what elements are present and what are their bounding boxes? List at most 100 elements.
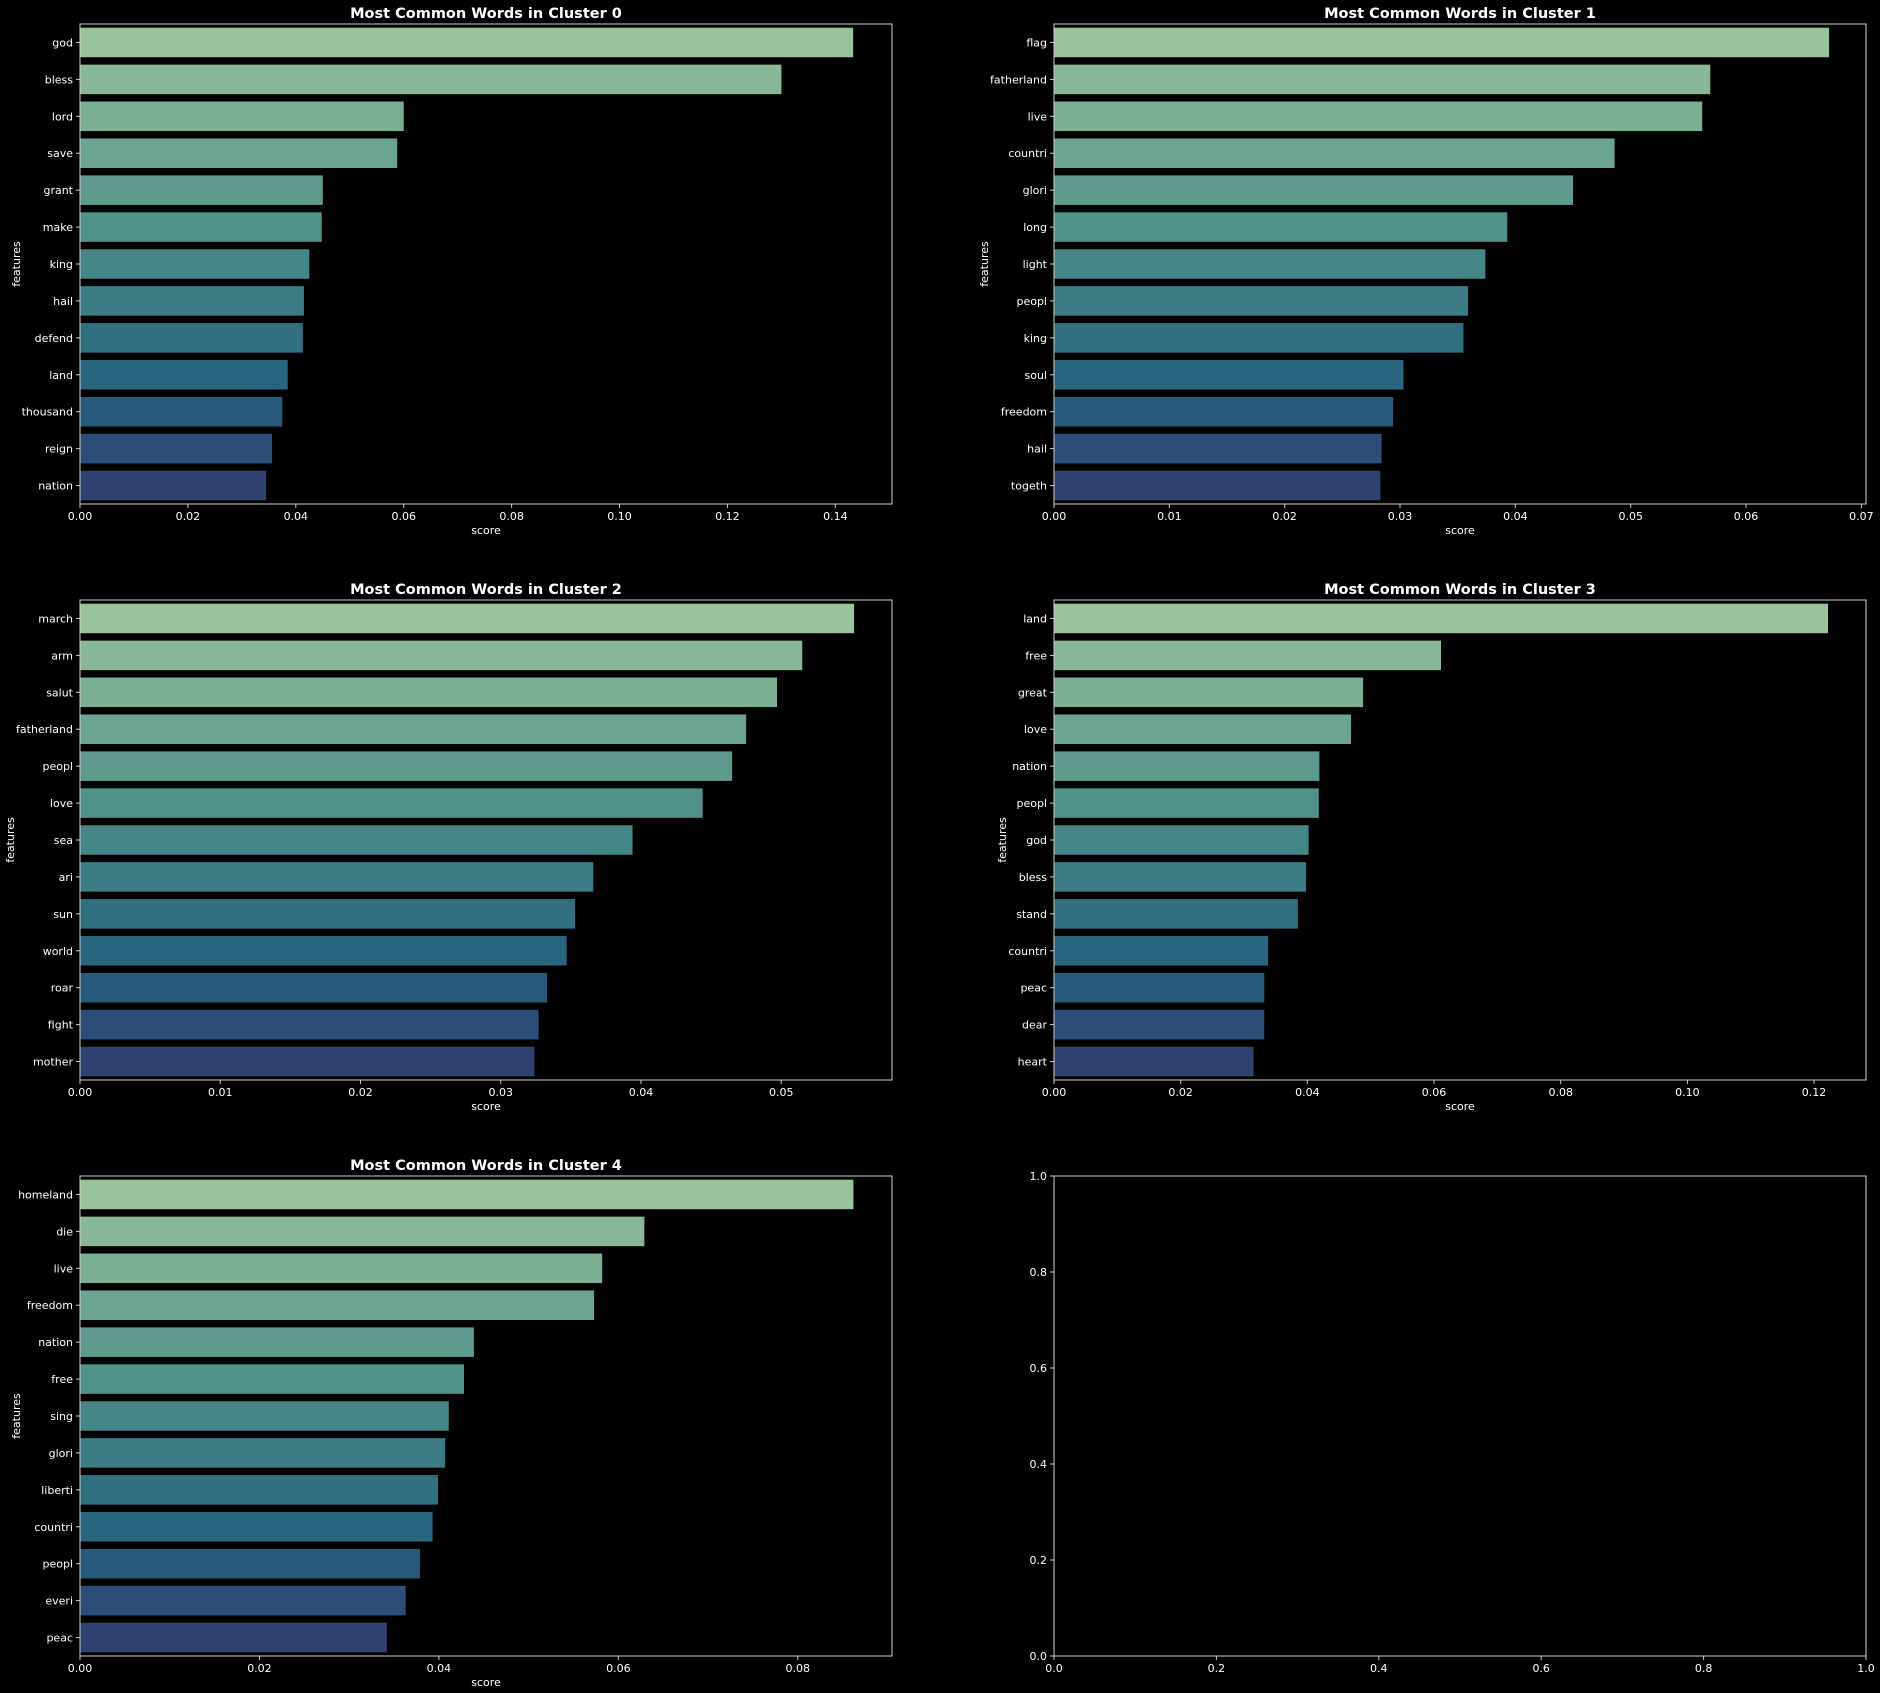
bar-peopl [80, 1548, 421, 1579]
bar-free [1054, 640, 1441, 671]
bar-world [80, 936, 567, 966]
y-tick-label: soul [1025, 369, 1048, 382]
bar-hail [80, 286, 304, 316]
axes-frame [79, 23, 893, 505]
bar-arm [80, 640, 803, 671]
bar-hail [1054, 433, 1382, 464]
bar-thousand [80, 396, 283, 427]
bar-flag [1054, 27, 1830, 58]
y-tick-label: nation [1012, 760, 1047, 773]
bar-march [80, 603, 855, 634]
y-tick-label: sea [54, 834, 73, 847]
y-tick-label: freedom [1001, 406, 1047, 419]
bar-freedom [80, 1290, 595, 1320]
bar-liberti [80, 1475, 438, 1505]
bar-fight [80, 1009, 539, 1040]
bar-bless [80, 64, 782, 95]
axes-frame [79, 1175, 893, 1657]
chart-panel-cluster-3: Most Common Words in Cluster 3 land free gr… [996, 582, 1867, 1113]
y-tick-label: 0.6 [1030, 1362, 1048, 1375]
y-tick-label: light [1023, 258, 1048, 271]
bar-defend [80, 323, 303, 353]
y-tick-label: king [1024, 332, 1047, 345]
bar-grant [80, 175, 323, 205]
bar-land [1054, 603, 1828, 634]
x-tick-label: 0.14 [823, 510, 848, 523]
x-tick-label: 0.02 [176, 510, 201, 523]
y-tick-label: live [1028, 110, 1048, 123]
x-tick-label: 0.0 [1045, 1662, 1063, 1675]
y-tick-label: dear [1022, 1019, 1047, 1032]
y-axis-label: features [996, 817, 1009, 863]
x-tick-label: 0.06 [606, 1662, 631, 1675]
bar-king [1054, 323, 1464, 353]
bar-long [1054, 212, 1508, 242]
bar-sing [80, 1401, 449, 1431]
x-tick-label: 0.08 [499, 510, 524, 523]
y-tick-label: homeland [18, 1188, 73, 1201]
bar-sun [80, 899, 576, 929]
bar-live [1054, 101, 1703, 132]
y-tick-label: peopl [1016, 797, 1047, 810]
y-tick-label: countri [1008, 147, 1047, 160]
bar-sea [80, 825, 633, 855]
x-tick-label: 0.10 [607, 510, 632, 523]
y-tick-label: glori [1023, 184, 1047, 197]
y-tick-label: sun [53, 908, 73, 921]
axes-frame [1053, 1175, 1867, 1657]
bar-peac [1054, 972, 1265, 1003]
x-tick-label: 0.06 [1734, 510, 1759, 523]
y-tick-label: flag [1026, 36, 1047, 49]
bar-god [1054, 825, 1309, 855]
y-tick-label: countri [1008, 945, 1047, 958]
bar-love [80, 788, 703, 818]
y-tick-label: lord [52, 110, 73, 123]
y-tick-label: 0.0 [1030, 1650, 1048, 1663]
bar-roar [80, 972, 548, 1003]
y-tick-label: mother [33, 1056, 73, 1069]
x-tick-label: 0.06 [391, 510, 416, 523]
chart-panel-cluster-1: Most Common Words in Cluster 1 flag father… [978, 6, 1874, 537]
bar-great [1054, 677, 1364, 708]
bar-countri [80, 1512, 433, 1542]
bar-dear [1054, 1009, 1265, 1040]
y-tick-label: world [43, 945, 73, 958]
bar-peopl [1054, 788, 1319, 818]
y-tick-label: hail [1027, 443, 1047, 456]
y-tick-label: thousand [22, 406, 73, 419]
bar-land [80, 360, 288, 390]
x-tick-label: 0.6 [1532, 1662, 1550, 1675]
bar-fatherland [80, 714, 747, 744]
y-tick-label: die [56, 1225, 73, 1238]
x-tick-label: 0.12 [1802, 1086, 1827, 1099]
y-tick-label: god [1026, 834, 1047, 847]
bar-fatherland [1054, 64, 1711, 95]
y-tick-label: free [51, 1373, 73, 1386]
x-tick-label: 0.00 [1042, 510, 1067, 523]
y-tick-label: countri [34, 1521, 73, 1534]
chart-title: Most Common Words in Cluster 2 [350, 582, 622, 598]
bar-nation [80, 1327, 474, 1357]
y-tick-label: save [47, 147, 73, 160]
y-tick-label: everi [45, 1595, 73, 1608]
bar-light [1054, 249, 1486, 279]
bar-king [80, 249, 310, 279]
x-tick-label: 0.10 [1675, 1086, 1700, 1099]
x-tick-label: 0.8 [1695, 1662, 1713, 1675]
x-tick-label: 0.04 [427, 1662, 452, 1675]
x-tick-label: 0.00 [68, 1662, 93, 1675]
chart-title: Most Common Words in Cluster 1 [1324, 6, 1596, 22]
y-tick-label: liberti [41, 1484, 73, 1497]
bar-love [1054, 714, 1352, 744]
y-tick-label: god [52, 36, 73, 49]
y-tick-label: 0.2 [1030, 1554, 1048, 1567]
x-axis-label: score [471, 1100, 501, 1113]
bar-freedom [1054, 396, 1394, 427]
y-tick-label: march [38, 612, 73, 625]
y-tick-label: bless [45, 73, 74, 86]
x-tick-label: 0.04 [1503, 510, 1528, 523]
bar-salut [80, 677, 778, 708]
y-tick-label: king [50, 258, 73, 271]
bar-peopl [1054, 286, 1469, 316]
